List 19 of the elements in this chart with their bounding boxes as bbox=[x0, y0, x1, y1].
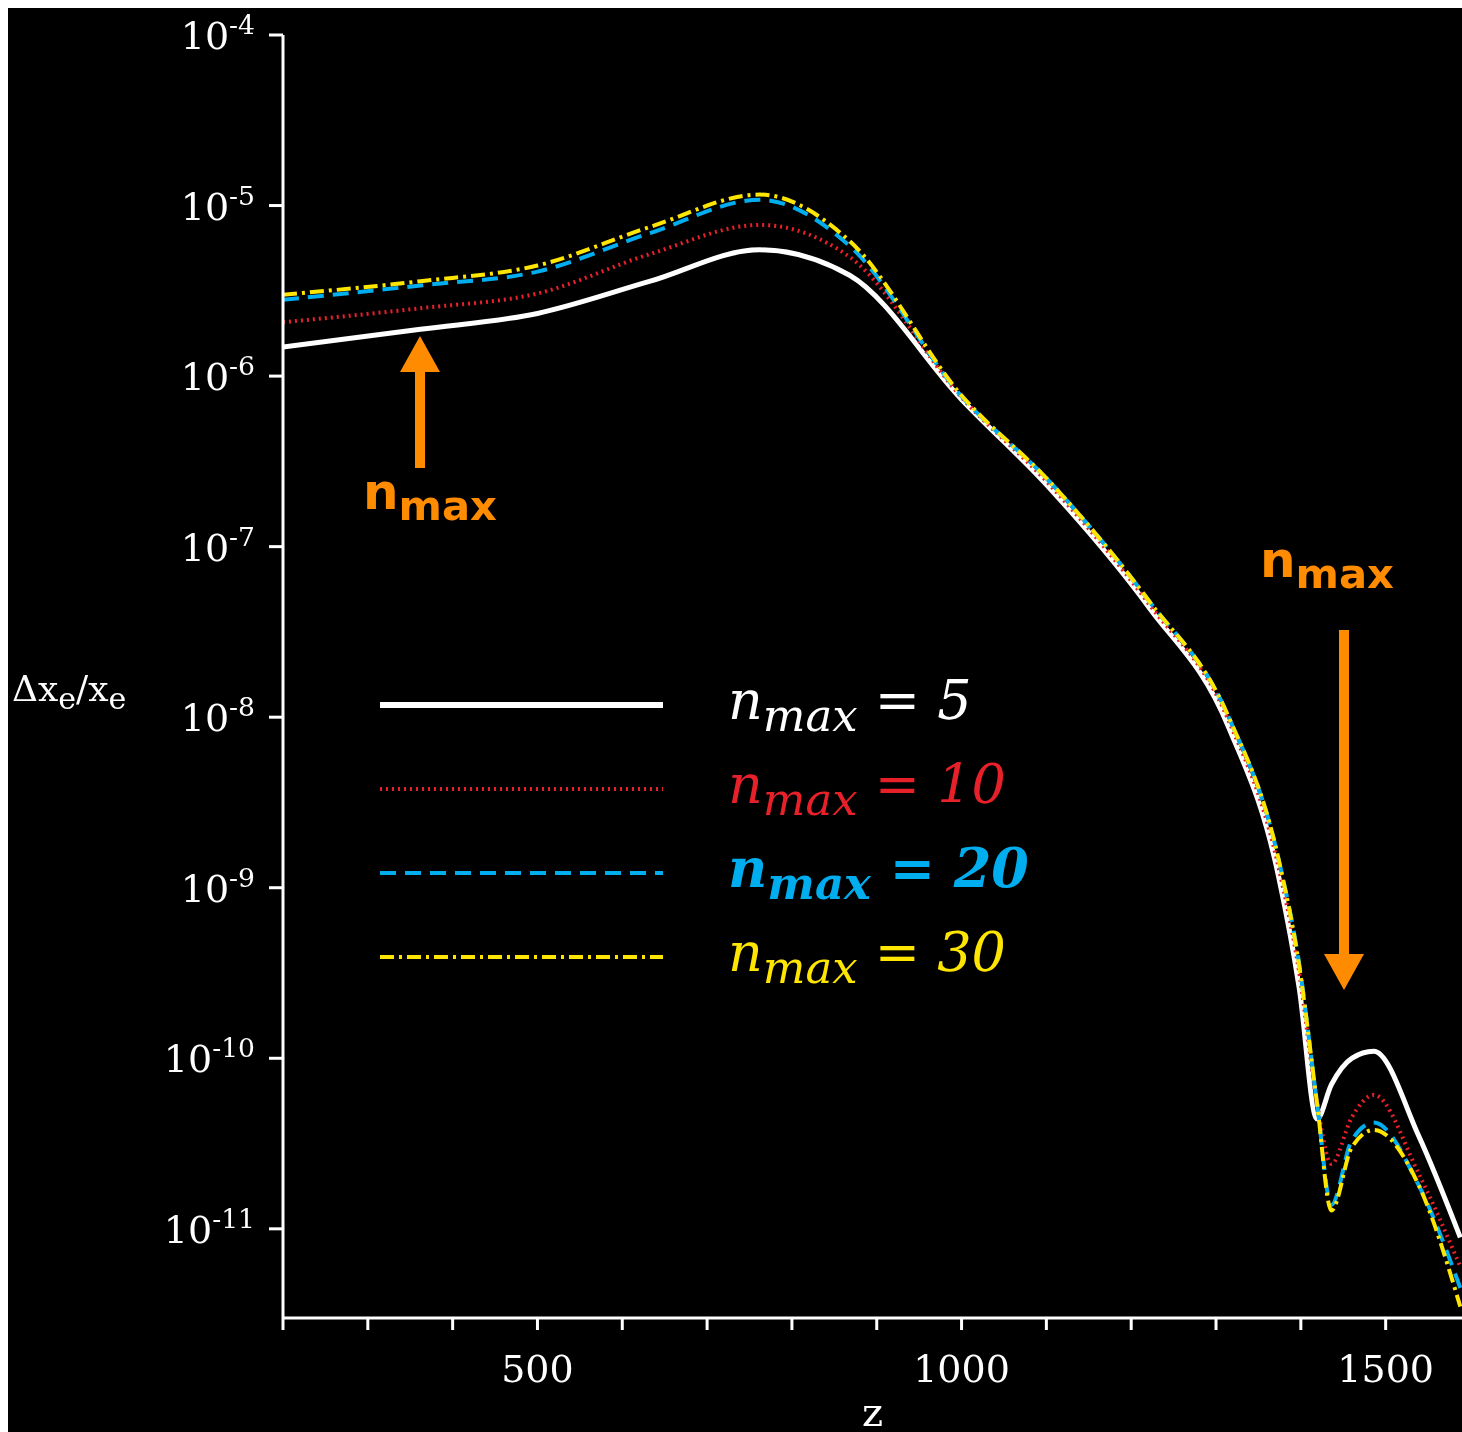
annotation: n$_{max}$ bbox=[363, 463, 497, 530]
text: n$_{max}$ = 30 bbox=[728, 920, 1006, 994]
text: n$_{max}$ = 20 bbox=[728, 836, 1029, 910]
x-tick-label: 1000 bbox=[913, 1347, 1010, 1391]
y-tick-label: 10$^{-6}$ bbox=[180, 349, 255, 400]
y-axis-title: Δx$_{e}$/x$_{e}$ bbox=[12, 668, 127, 717]
annotation: n$_{max}$ bbox=[1260, 531, 1394, 598]
x-tick-label: 1500 bbox=[1337, 1347, 1435, 1391]
y-tick-label: 10$^{-11}$ bbox=[163, 1202, 255, 1252]
y-tick-label: 10$^{-7}$ bbox=[180, 520, 255, 570]
y-tick-label: 10$^{-5}$ bbox=[180, 179, 255, 229]
x-tick-label: 500 bbox=[501, 1347, 574, 1391]
y-tick-label: 10$^{-10}$ bbox=[163, 1031, 255, 1082]
x-axis-title: z bbox=[861, 1389, 884, 1432]
text: n$_{max}$ = 10 bbox=[728, 752, 1006, 826]
y-tick-label: 10$^{-8}$ bbox=[180, 690, 255, 741]
y-tick-label: 10$^{-4}$ bbox=[180, 8, 255, 58]
text: n$_{max}$ = 5 bbox=[728, 668, 972, 742]
y-tick-label: 10$^{-9}$ bbox=[180, 861, 255, 911]
